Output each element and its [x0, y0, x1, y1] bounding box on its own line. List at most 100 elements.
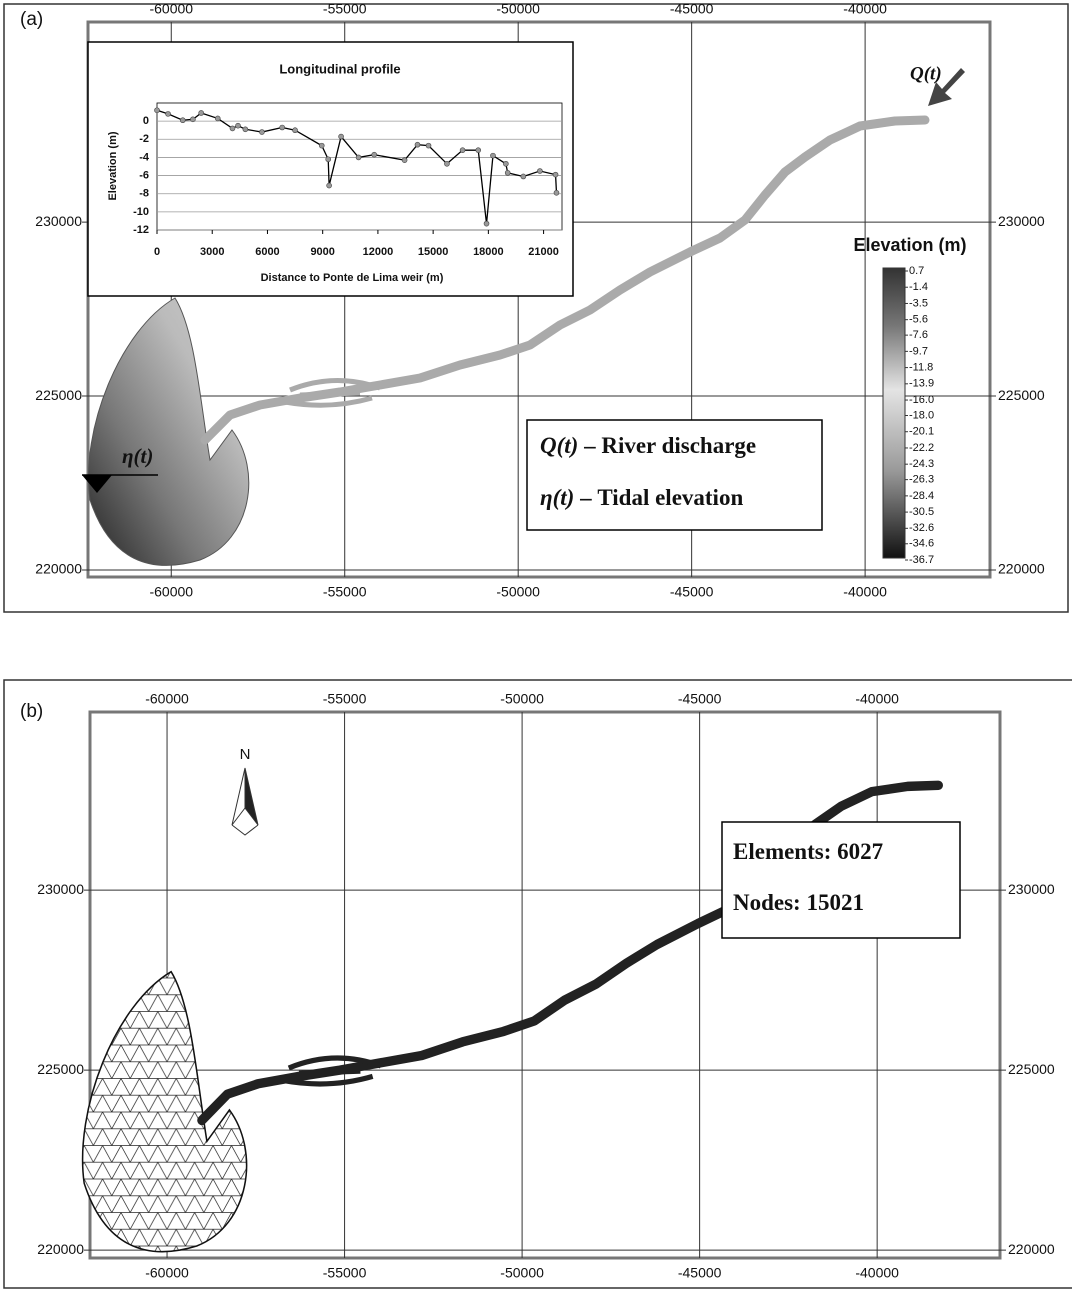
x-tick-label: 21000	[528, 246, 559, 258]
y-tick-label: -12	[133, 224, 149, 236]
colorbar-tick-label: -1.4	[909, 281, 928, 293]
mesh-info-label: Nodes:	[733, 890, 801, 915]
x-tick-label: -50000	[496, 1, 540, 17]
mesh-info: Elements: 6027	[733, 839, 883, 864]
profile-point	[553, 172, 558, 177]
colorbar-tick-label: -3.5	[909, 297, 928, 309]
x-tick-label: -50000	[500, 691, 544, 707]
x-tick-label: -60000	[149, 1, 193, 17]
ocean-domain	[88, 298, 248, 565]
x-tick-label: -40000	[855, 1265, 899, 1281]
colorbar-tick-label: -28.4	[909, 490, 934, 502]
x-tick-label: -45000	[678, 691, 722, 707]
profile-point	[505, 170, 510, 175]
profile-point	[155, 108, 160, 113]
profile-point	[503, 161, 508, 166]
profile-point	[280, 125, 285, 130]
x-axis-label: Distance to Ponte de Lima weir (m)	[261, 272, 444, 284]
legend-symbol: η(t)	[540, 485, 574, 510]
colorbar-tick-label: -30.5	[909, 506, 934, 518]
profile-point	[444, 161, 449, 166]
panel-label: (b)	[20, 701, 43, 722]
x-tick-label: -40000	[855, 691, 899, 707]
y-tick-label: 230000	[998, 213, 1045, 229]
colorbar-tick-label: -36.7	[909, 554, 934, 566]
y-tick-label: 230000	[35, 213, 82, 229]
legend-entry: η(t) – Tidal elevation	[540, 485, 743, 510]
y-tick-label: -8	[139, 188, 149, 200]
profile-point	[230, 126, 235, 131]
profile-point	[259, 130, 264, 135]
colorbar-title: Elevation (m)	[853, 235, 966, 255]
x-tick-label: -40000	[843, 584, 887, 600]
colorbar-tick-label: -20.1	[909, 426, 934, 438]
x-tick-label: 0	[154, 246, 160, 258]
colorbar-tick-label: -18.0	[909, 409, 934, 421]
x-tick-label: -40000	[843, 1, 887, 17]
colorbar-tick-label: -16.0	[909, 394, 934, 406]
profile-point	[356, 155, 361, 160]
profile-point	[199, 110, 204, 115]
profile-point	[236, 123, 241, 128]
profile-point	[490, 153, 495, 158]
y-tick-label: 225000	[1008, 1061, 1055, 1077]
colorbar-tick-label: -5.6	[909, 314, 928, 326]
profile-point	[415, 142, 420, 147]
profile-point	[476, 148, 481, 153]
x-tick-label: 12000	[363, 246, 394, 258]
y-tick-label: 220000	[35, 561, 82, 577]
profile-point	[326, 157, 331, 162]
colorbar-tick-label: -11.8	[909, 361, 933, 373]
profile-point	[243, 127, 248, 132]
profile-point	[521, 174, 526, 179]
colorbar-tick-label: -34.6	[909, 538, 934, 550]
profile-point	[339, 134, 344, 139]
y-tick-label: 220000	[1008, 1241, 1055, 1257]
profile-point	[293, 128, 298, 133]
colorbar-tick-label: -32.6	[909, 522, 934, 534]
x-tick-label: -45000	[670, 584, 714, 600]
x-tick-label: -55000	[323, 1, 367, 17]
profile-point	[402, 158, 407, 163]
legend-symbol: Q(t)	[540, 433, 578, 458]
y-tick-label: 225000	[35, 387, 82, 403]
profile-point	[426, 143, 431, 148]
profile-point	[537, 169, 542, 174]
x-tick-label: -45000	[670, 1, 714, 17]
y-tick-label: 220000	[998, 561, 1045, 577]
north-arrow	[232, 825, 258, 835]
colorbar-tick-label: -9.7	[909, 345, 928, 357]
profile-point	[180, 118, 185, 123]
legend-entry: Q(t) – River discharge	[540, 433, 756, 458]
profile-point	[319, 143, 324, 148]
mesh-info-label: Elements:	[733, 839, 831, 864]
mesh-info: Nodes: 15021	[733, 890, 864, 915]
x-tick-label: 15000	[418, 246, 449, 258]
legend-text: – River discharge	[583, 433, 756, 458]
mesh-info-value: 6027	[837, 839, 883, 864]
profile-point	[166, 111, 171, 116]
x-tick-label: 9000	[310, 246, 334, 258]
x-tick-label: -55000	[323, 584, 367, 600]
profile-point	[484, 221, 489, 226]
y-tick-label: 220000	[37, 1241, 84, 1257]
x-tick-label: -60000	[149, 584, 193, 600]
figure: (a) -60000 -60000 -55000 -55000 -50000 -50000 -…	[0, 0, 1072, 1290]
y-tick-label: 230000	[1008, 881, 1055, 897]
colorbar-tick-label: 0.7	[909, 265, 924, 277]
y-tick-label: 225000	[37, 1061, 84, 1077]
colorbar-tick-label: -7.6	[909, 329, 928, 341]
panel-label: (a)	[20, 9, 43, 30]
colorbar-tick-label: -26.3	[909, 474, 934, 486]
x-tick-label: 6000	[255, 246, 279, 258]
y-tick-label: 0	[143, 115, 149, 127]
north-arrow	[232, 768, 245, 825]
annotation: Q(t)	[910, 63, 942, 84]
x-tick-label: -45000	[678, 1265, 722, 1281]
y-tick-label: -10	[133, 206, 149, 218]
profile-point	[372, 152, 377, 157]
annotation: η(t)	[122, 444, 153, 468]
x-tick-label: -60000	[145, 1265, 189, 1281]
north-label: N	[240, 746, 251, 763]
north-arrow	[245, 768, 258, 825]
